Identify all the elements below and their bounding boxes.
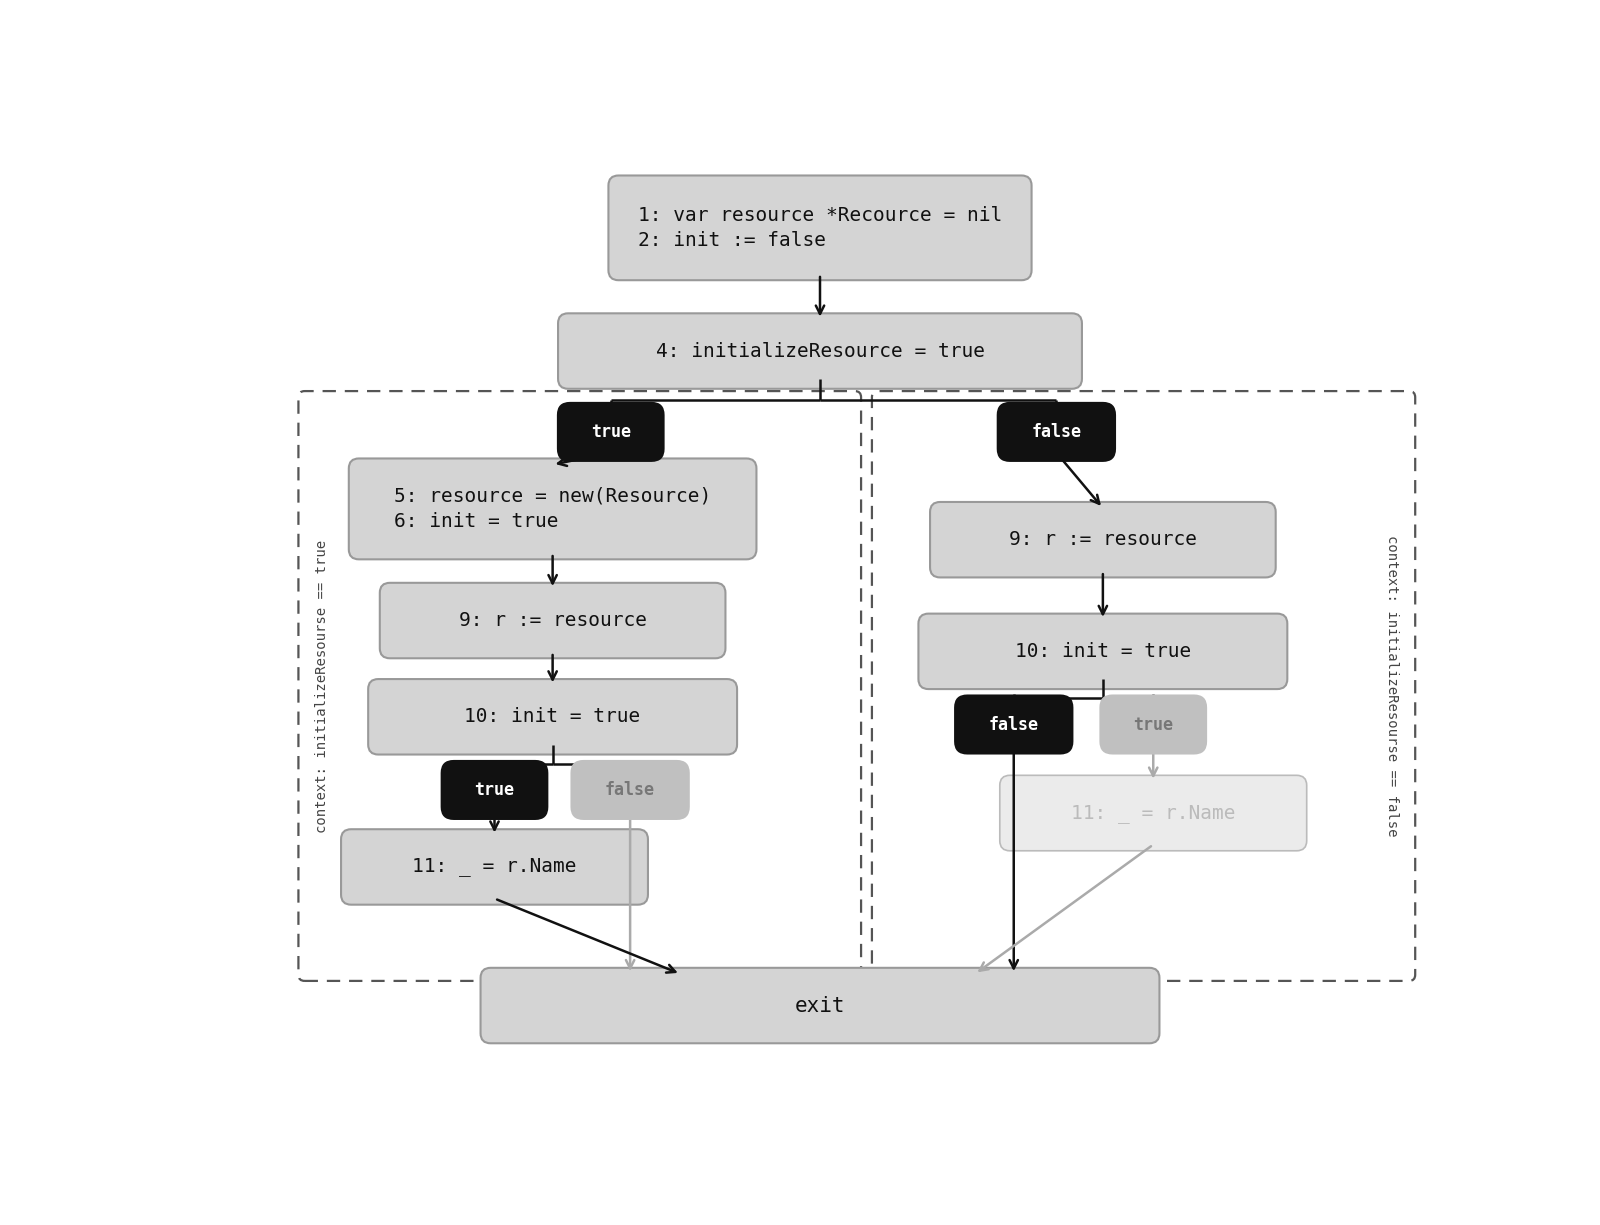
FancyBboxPatch shape bbox=[368, 679, 738, 755]
Text: 9: r := resource: 9: r := resource bbox=[1010, 530, 1197, 549]
Text: 10: init = true: 10: init = true bbox=[464, 707, 640, 726]
FancyBboxPatch shape bbox=[341, 829, 648, 905]
FancyBboxPatch shape bbox=[997, 402, 1117, 462]
Text: 4: initializeResource = true: 4: initializeResource = true bbox=[656, 342, 984, 360]
FancyBboxPatch shape bbox=[571, 760, 690, 820]
Text: 11: _ = r.Name: 11: _ = r.Name bbox=[1070, 804, 1235, 822]
FancyBboxPatch shape bbox=[1099, 695, 1206, 755]
Text: exit: exit bbox=[795, 996, 845, 1016]
Text: 11: _ = r.Name: 11: _ = r.Name bbox=[413, 858, 576, 876]
FancyBboxPatch shape bbox=[379, 583, 725, 658]
FancyBboxPatch shape bbox=[480, 968, 1160, 1044]
Text: 5: resource = new(Resource)
6: init = true: 5: resource = new(Resource) 6: init = tr… bbox=[394, 486, 712, 530]
Text: false: false bbox=[1032, 423, 1082, 441]
Text: true: true bbox=[590, 423, 630, 441]
Text: true: true bbox=[475, 782, 515, 799]
Text: false: false bbox=[989, 715, 1038, 734]
FancyBboxPatch shape bbox=[558, 314, 1082, 388]
FancyBboxPatch shape bbox=[954, 695, 1074, 755]
Text: context: initializeResourse == false: context: initializeResourse == false bbox=[1386, 535, 1398, 837]
Text: false: false bbox=[605, 782, 654, 799]
FancyBboxPatch shape bbox=[1000, 775, 1307, 851]
Text: 10: init = true: 10: init = true bbox=[1014, 642, 1190, 660]
FancyBboxPatch shape bbox=[349, 458, 757, 560]
FancyBboxPatch shape bbox=[930, 502, 1275, 577]
Text: true: true bbox=[1133, 715, 1173, 734]
FancyBboxPatch shape bbox=[918, 614, 1288, 690]
Text: 1: var resource *Recource = nil
2: init := false: 1: var resource *Recource = nil 2: init … bbox=[638, 206, 1002, 250]
Text: 9: r := resource: 9: r := resource bbox=[459, 611, 646, 630]
Text: context: initializeResourse == true: context: initializeResourse == true bbox=[315, 539, 328, 833]
FancyBboxPatch shape bbox=[608, 175, 1032, 281]
FancyBboxPatch shape bbox=[440, 760, 549, 820]
FancyBboxPatch shape bbox=[557, 402, 664, 462]
